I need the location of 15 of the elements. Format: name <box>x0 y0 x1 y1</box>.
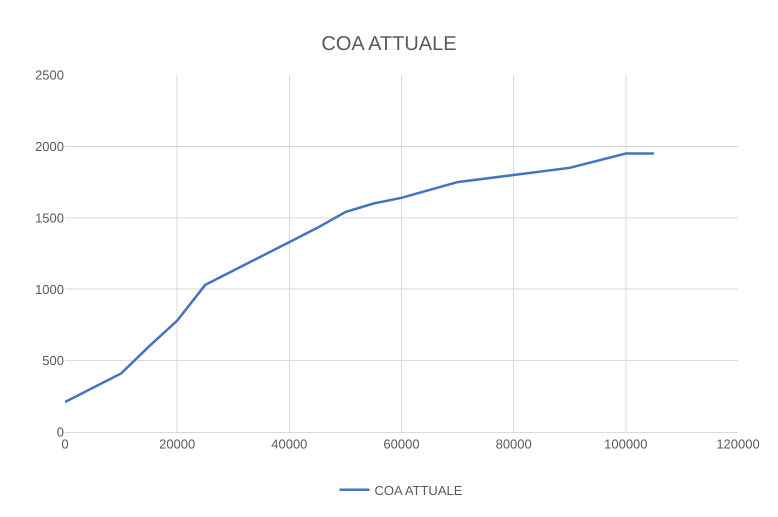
x-tick-label: 120000 <box>716 436 760 452</box>
x-tick-label: 60000 <box>383 436 420 452</box>
y-tick-label: 0 <box>56 424 64 440</box>
y-tick-label: 1000 <box>35 282 64 297</box>
y-tick-label: 2000 <box>35 138 64 154</box>
line-series <box>65 152 656 404</box>
y-tick-label: 2500 <box>35 68 64 83</box>
y-tick-label: 1500 <box>35 210 64 226</box>
chart-title: COA ATTUALE <box>321 33 457 56</box>
x-tick-label: 40000 <box>271 436 308 452</box>
x-tick-label: 100000 <box>604 436 648 452</box>
legend-label: COA ATTUALE <box>374 482 463 498</box>
y-tick-label: 500 <box>42 353 64 368</box>
x-tick-label: 20000 <box>159 436 196 452</box>
x-tick-label: 80000 <box>496 436 532 452</box>
